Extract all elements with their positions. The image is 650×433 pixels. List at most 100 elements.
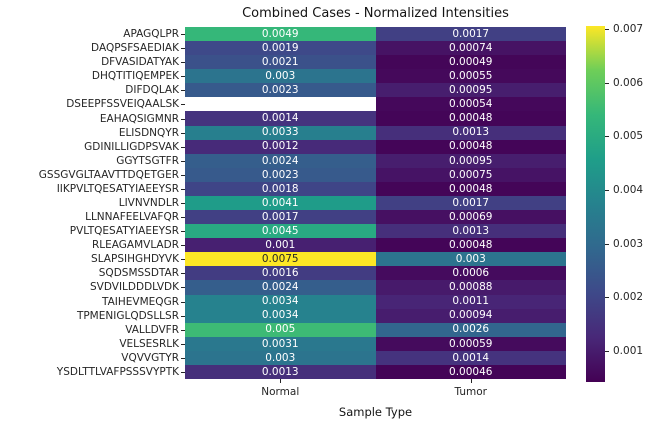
heatmap-cell: 0.00048 bbox=[375, 181, 566, 196]
y-tick-label: GDINILLIGDPSVAK bbox=[84, 140, 179, 153]
heatmap-cell: 0.0017 bbox=[375, 195, 566, 211]
heatmap-cell: 0.0023 bbox=[185, 167, 376, 182]
y-tick-mark bbox=[181, 203, 185, 204]
heatmap-cell: 0.0034 bbox=[185, 294, 376, 309]
y-tick-label: APAGQLPR bbox=[123, 28, 179, 41]
colorbar-tick-mark bbox=[605, 244, 609, 245]
y-tick-mark bbox=[181, 259, 185, 260]
colorbar-tick-label: 0.001 bbox=[613, 345, 644, 357]
heatmap-cell: 0.0017 bbox=[375, 27, 566, 42]
heatmap-cell: 0.0014 bbox=[375, 350, 566, 365]
y-tick-label: SLAPSIHGHDYVK bbox=[91, 253, 179, 266]
heatmap-cell: 0.00048 bbox=[375, 238, 566, 253]
y-tick-label: SVDVILDDDLVDK bbox=[90, 281, 179, 294]
x-tick-mark bbox=[471, 379, 472, 383]
y-tick-label: DFVASIDATYAK bbox=[101, 56, 179, 69]
heatmap-cell: 0.0023 bbox=[185, 83, 376, 98]
y-tick-label: VALLDVFR bbox=[125, 323, 179, 336]
heatmap-cell: 0.0024 bbox=[185, 153, 376, 168]
heatmap-cell: 0.0021 bbox=[185, 55, 376, 70]
x-tick-label: Normal bbox=[261, 386, 300, 398]
y-tick-label: DIFDQLAK bbox=[125, 84, 179, 97]
colorbar-tick-mark bbox=[605, 351, 609, 352]
y-tick-label: SQDSMSSDTAR bbox=[98, 267, 179, 280]
heatmap-cell: 0.00069 bbox=[375, 210, 566, 225]
heatmap-cell: 0.00049 bbox=[375, 55, 566, 70]
x-tick-label: Tumor bbox=[454, 386, 487, 398]
heatmap-cell bbox=[185, 97, 376, 112]
y-tick-label: IIKPVLTQESATYIAEEYSR bbox=[56, 182, 179, 195]
colorbar-tick-label: 0.004 bbox=[613, 184, 644, 196]
y-tick-mark bbox=[181, 245, 185, 246]
heatmap-cell: 0.0013 bbox=[375, 224, 566, 239]
heatmap-cell: 0.0014 bbox=[185, 111, 376, 126]
y-tick-mark bbox=[181, 302, 185, 303]
y-tick-mark bbox=[181, 231, 185, 232]
y-tick-label: YSDLTTLVAFPSSSVYPTK bbox=[56, 365, 179, 378]
y-tick-mark bbox=[181, 34, 185, 35]
colorbar-tick-label: 0.003 bbox=[613, 238, 644, 250]
y-tick-mark bbox=[181, 273, 185, 274]
heatmap-cell: 0.0024 bbox=[185, 280, 376, 295]
colorbar-gradient bbox=[586, 26, 605, 382]
y-tick-label: LIVNVNDLR bbox=[118, 196, 179, 209]
y-tick-label: GSSGVGLTAAVTTDQETGER bbox=[38, 168, 179, 181]
y-tick-mark bbox=[181, 133, 185, 134]
y-tick-mark bbox=[181, 48, 185, 49]
heatmap-cell: 0.0016 bbox=[185, 266, 376, 281]
y-tick-label: VELSESRLK bbox=[119, 337, 179, 350]
heatmap-cell: 0.0034 bbox=[185, 308, 376, 323]
colorbar-tick-mark bbox=[605, 297, 609, 298]
y-tick-label: GGYTSGTFR bbox=[116, 154, 179, 167]
heatmap-cell: 0.0013 bbox=[375, 125, 566, 140]
heatmap-cell: 0.005 bbox=[185, 322, 376, 337]
colorbar-tick-mark bbox=[605, 83, 609, 84]
heatmap-cell: 0.0026 bbox=[375, 322, 566, 337]
y-tick-label: ELISDNQYR bbox=[118, 126, 179, 139]
heatmap-cell: 0.0049 bbox=[185, 27, 376, 42]
heatmap-cell: 0.00088 bbox=[375, 280, 566, 295]
heatmap-cell: 0.0041 bbox=[185, 195, 376, 211]
chart-title: Combined Cases - Normalized Intensities bbox=[242, 6, 509, 21]
y-tick-mark bbox=[181, 175, 185, 176]
y-tick-mark bbox=[181, 62, 185, 63]
heatmap-cell: 0.001 bbox=[185, 238, 376, 253]
heatmap-cell: 0.0031 bbox=[185, 336, 376, 351]
heatmap-cell: 0.00048 bbox=[375, 139, 566, 154]
heatmap-grid: 0.0049 0.0017 0.0019 0.00074 0.0021 0.00049 0.… bbox=[185, 27, 566, 379]
colorbar-tick-mark bbox=[605, 136, 609, 137]
heatmap-cell: 0.003 bbox=[375, 252, 566, 267]
y-tick-label: VQVVGTYR bbox=[121, 351, 179, 364]
heatmap-cell: 0.0019 bbox=[185, 41, 376, 56]
colorbar-tick-label: 0.005 bbox=[613, 130, 644, 142]
x-tick-mark bbox=[280, 379, 281, 383]
heatmap-cell: 0.0033 bbox=[185, 125, 376, 140]
colorbar-tick-label: 0.002 bbox=[613, 291, 644, 303]
heatmap-cell: 0.0013 bbox=[185, 364, 376, 379]
heatmap-cell: 0.00074 bbox=[375, 41, 566, 56]
y-tick-mark bbox=[181, 104, 185, 105]
y-tick-mark bbox=[181, 147, 185, 148]
y-tick-mark bbox=[181, 287, 185, 288]
heatmap-cell: 0.00055 bbox=[375, 69, 566, 84]
heatmap-cell: 0.0011 bbox=[375, 294, 566, 309]
y-tick-mark bbox=[181, 372, 185, 373]
heatmap-cell: 0.00095 bbox=[375, 153, 566, 168]
x-axis-label: Sample Type bbox=[338, 405, 413, 419]
y-tick-label: TPMENIGLQDSLLSR bbox=[76, 309, 179, 322]
y-tick-mark bbox=[181, 330, 185, 331]
heatmap-cell: 0.00075 bbox=[375, 167, 566, 182]
y-tick-mark bbox=[181, 344, 185, 345]
heatmap-cell: 0.003 bbox=[185, 350, 376, 365]
heatmap-cell: 0.00059 bbox=[375, 336, 566, 351]
heatmap-cell: 0.0075 bbox=[185, 252, 376, 267]
y-tick-mark bbox=[181, 161, 185, 162]
y-tick-mark bbox=[181, 189, 185, 190]
y-tick-mark bbox=[181, 119, 185, 120]
y-tick-label: EAHAQSIGMNR bbox=[99, 112, 179, 125]
y-tick-label: DHQTITIQEMPEK bbox=[91, 70, 179, 83]
y-tick-label: LLNNAFEELVAFQR bbox=[85, 211, 179, 224]
y-tick-label: DSEEPFSSVEIQAALSK bbox=[66, 98, 179, 111]
colorbar-tick-mark bbox=[605, 190, 609, 191]
